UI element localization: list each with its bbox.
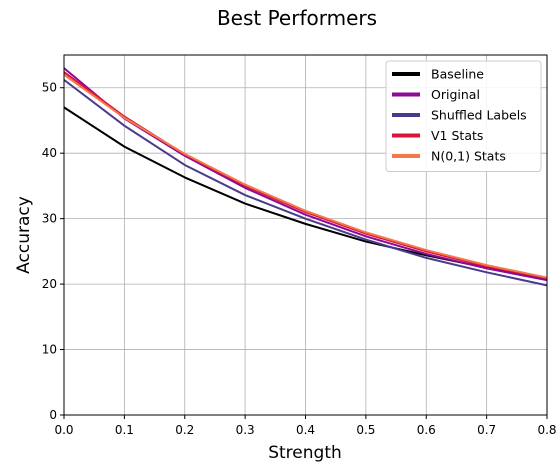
- legend-label: Shuffled Labels: [431, 108, 527, 123]
- x-tick-label: 0.3: [236, 423, 255, 437]
- x-tick-label: 0.0: [54, 423, 73, 437]
- x-tick-label: 0.7: [477, 423, 496, 437]
- legend-label: Baseline: [431, 67, 484, 82]
- series-line-2: [63, 79, 548, 287]
- y-tick-label: 30: [42, 212, 57, 226]
- chart-title: Best Performers: [217, 6, 377, 30]
- x-axis-title: Strength: [268, 443, 342, 463]
- legend-label: V1 Stats: [431, 128, 483, 143]
- y-tick-label: 50: [42, 81, 57, 95]
- y-tick-label: 0: [49, 408, 57, 422]
- legend-box: [385, 60, 542, 172]
- x-tick-label: 0.5: [356, 423, 375, 437]
- x-tick-label: 0.8: [537, 423, 556, 437]
- x-tick-label: 0.6: [417, 423, 436, 437]
- legend-label: Original: [431, 87, 480, 102]
- y-tick-label: 10: [42, 343, 57, 357]
- series-line-4: [63, 73, 548, 279]
- y-axis-title: Accuracy: [14, 196, 34, 274]
- y-tick-label: 40: [42, 146, 57, 160]
- legend-label: N(0,1) Stats: [431, 149, 506, 164]
- axis-ticks: 0.0 0.1 0.2 0.3 0.4 0.5 0.6 0.7 0.8 0 10 20 30 40 50: [42, 81, 557, 437]
- y-tick-label: 20: [42, 277, 57, 291]
- x-tick-label: 0.4: [296, 423, 315, 437]
- x-tick-label: 0.1: [115, 423, 134, 437]
- series-lines: [63, 67, 548, 287]
- legend: Baseline Original Shuffled Labels V1 Stats N…: [385, 60, 542, 172]
- x-tick-label: 0.2: [175, 423, 194, 437]
